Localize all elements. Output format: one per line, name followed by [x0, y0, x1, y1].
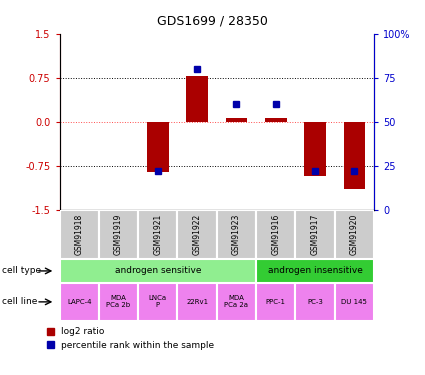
Text: GSM91916: GSM91916: [271, 214, 280, 255]
Text: cell type: cell type: [2, 266, 41, 275]
Text: GSM91918: GSM91918: [75, 214, 84, 255]
Text: GSM91917: GSM91917: [311, 214, 320, 255]
Text: MDA
PCa 2a: MDA PCa 2a: [224, 296, 248, 308]
FancyBboxPatch shape: [256, 210, 295, 259]
Text: cell line: cell line: [2, 297, 37, 306]
Text: GSM91920: GSM91920: [350, 214, 359, 255]
Text: PC-3: PC-3: [307, 299, 323, 305]
Text: DU 145: DU 145: [341, 299, 367, 305]
FancyBboxPatch shape: [99, 283, 138, 321]
Bar: [226, 118, 247, 122]
FancyBboxPatch shape: [335, 210, 374, 259]
FancyBboxPatch shape: [138, 210, 178, 259]
Text: LAPC-4: LAPC-4: [67, 299, 91, 305]
Bar: [186, 76, 208, 122]
Legend: log2 ratio, percentile rank within the sample: log2 ratio, percentile rank within the s…: [47, 327, 215, 350]
FancyBboxPatch shape: [60, 259, 256, 283]
Text: MDA
PCa 2b: MDA PCa 2b: [106, 296, 130, 308]
Text: androgen sensitive: androgen sensitive: [114, 266, 201, 275]
FancyBboxPatch shape: [138, 283, 178, 321]
FancyBboxPatch shape: [295, 283, 335, 321]
Bar: [304, 122, 326, 176]
FancyBboxPatch shape: [60, 210, 99, 259]
Bar: [265, 118, 286, 122]
FancyBboxPatch shape: [217, 283, 256, 321]
Bar: [343, 122, 365, 189]
FancyBboxPatch shape: [295, 210, 335, 259]
FancyBboxPatch shape: [256, 259, 374, 283]
FancyBboxPatch shape: [217, 210, 256, 259]
FancyBboxPatch shape: [178, 283, 217, 321]
Text: PPC-1: PPC-1: [266, 299, 286, 305]
FancyBboxPatch shape: [60, 283, 99, 321]
Bar: [147, 122, 169, 172]
FancyBboxPatch shape: [256, 283, 295, 321]
Text: GDS1699 / 28350: GDS1699 / 28350: [157, 15, 268, 28]
Text: GSM91923: GSM91923: [232, 214, 241, 255]
Text: 22Rv1: 22Rv1: [186, 299, 208, 305]
FancyBboxPatch shape: [178, 210, 217, 259]
FancyBboxPatch shape: [335, 283, 374, 321]
Text: LNCa
P: LNCa P: [149, 296, 167, 308]
FancyBboxPatch shape: [99, 210, 138, 259]
Text: androgen insensitive: androgen insensitive: [268, 266, 363, 275]
Text: GSM91919: GSM91919: [114, 214, 123, 255]
Text: GSM91921: GSM91921: [153, 214, 162, 255]
Text: GSM91922: GSM91922: [193, 214, 201, 255]
